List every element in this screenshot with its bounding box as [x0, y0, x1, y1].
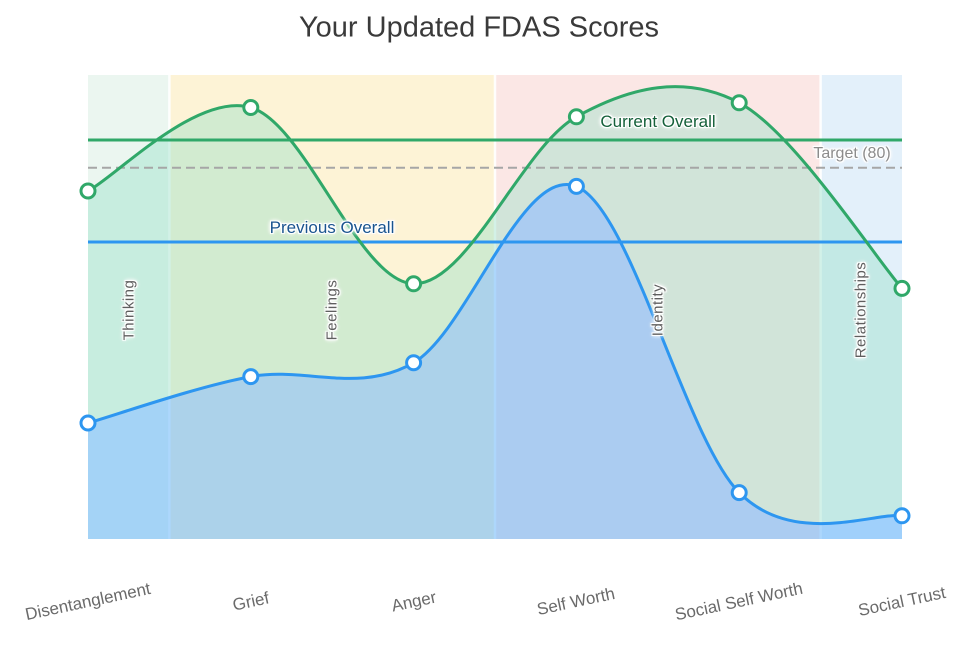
current-data-point-marker: [405, 275, 423, 293]
previous-data-point-marker: [730, 484, 748, 502]
band-relationships: [820, 75, 902, 539]
previous-area-fill: [88, 184, 902, 539]
target-label: Target (80): [813, 145, 891, 162]
current-data-point-marker: [79, 182, 97, 200]
previous-overall-label: Previous Overall: [269, 218, 395, 237]
current-data-point-marker: [730, 94, 748, 112]
band-label-feelings: Feelings: [323, 279, 341, 341]
band-label-identity: Identity: [649, 283, 667, 337]
band-label-thinking: Thinking: [120, 279, 138, 341]
previous-data-point-marker: [242, 368, 260, 386]
band-label-relationships: Relationships: [852, 261, 870, 359]
current-series-line: [86, 85, 904, 290]
current-data-point-marker: [893, 279, 911, 297]
current-data-point-marker: [567, 108, 585, 126]
previous-data-point-marker: [893, 507, 911, 525]
current-overall-label: Current Overall: [600, 112, 716, 131]
chart-title: Your Updated FDAS Scores: [298, 11, 660, 44]
previous-data-point-marker: [79, 414, 97, 432]
current-data-point-marker: [242, 99, 260, 116]
previous-data-point-marker: [405, 354, 423, 372]
previous-data-point-marker: [567, 177, 585, 195]
current-area-fill: [88, 86, 902, 524]
